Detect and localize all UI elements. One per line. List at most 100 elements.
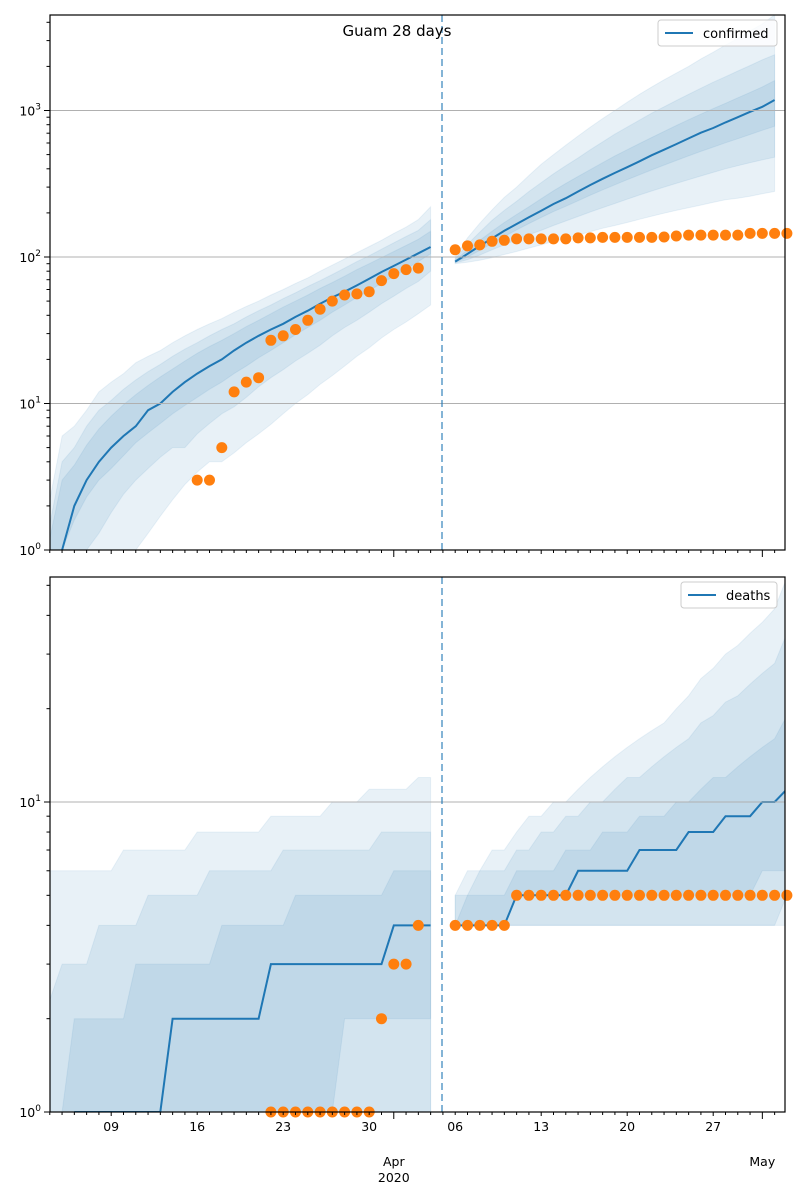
deaths-observed-point — [548, 889, 559, 901]
chart-title: Guam 28 days — [343, 22, 452, 40]
deaths-observed-point — [449, 919, 461, 931]
confirmed-observed-point — [560, 233, 572, 245]
legend-box — [657, 19, 778, 47]
confirmed-observed-point — [523, 233, 535, 245]
y-tick-label: 100 — [19, 542, 41, 558]
confirmed-observed-point — [216, 442, 228, 454]
confirmed-observed-point — [769, 227, 781, 239]
confirmed-observed-point — [339, 289, 351, 301]
confirmed-observed-point — [572, 232, 584, 244]
y-tick-label: 100 — [19, 1104, 41, 1120]
confirmed-observed-point — [535, 233, 547, 245]
y-tick-base: 10 — [19, 250, 35, 265]
confirmed-axes-frame — [49, 14, 786, 551]
confirmed-panel-overlay: Guam 28 days confirmed — [343, 19, 778, 47]
confirmed-observed-point — [290, 324, 301, 335]
confirmed-observed-point — [486, 235, 498, 247]
confirmed-observed-point — [621, 231, 633, 243]
y-tick-exponent: 0 — [35, 1104, 41, 1114]
y-tick-base: 10 — [19, 104, 35, 119]
confirmed-observed-point — [597, 231, 609, 243]
y-tick-base: 10 — [19, 1105, 35, 1120]
deaths-axes-frame — [49, 576, 786, 1113]
x-tick-label: 23 — [275, 1119, 291, 1134]
confirmed-observed-point — [412, 262, 424, 274]
x-tick-label: 13 — [533, 1119, 549, 1134]
confirmed-band-3-segment-2 — [454, 79, 776, 264]
confirmed-observed-point — [548, 233, 559, 245]
confirmed-band-3-segment-1 — [50, 230, 432, 550]
deaths-observed-point — [597, 889, 609, 901]
confirmed-observed-point — [756, 227, 768, 239]
confirmed-observed-point — [240, 376, 252, 388]
confirmed-observed-point — [376, 275, 387, 287]
confirmed-observed-point — [400, 264, 412, 276]
legend-label: confirmed — [703, 27, 769, 42]
confirmed-observed-point — [204, 474, 215, 486]
x-tick-label: 16 — [189, 1119, 205, 1134]
deaths-observed-point — [658, 889, 670, 901]
confirmed-observed-point — [683, 229, 695, 241]
confirmed-observed-point — [781, 227, 793, 239]
confirmed-observed-point — [744, 227, 756, 239]
deaths-observed-point — [523, 889, 535, 901]
y-tick-label: 102 — [19, 249, 41, 265]
deaths-observed-point — [486, 919, 498, 931]
deaths-observed-point — [769, 889, 781, 901]
confirmed-observed-point — [326, 295, 338, 307]
confirmed-observed-point — [498, 234, 510, 246]
deaths-plot-area — [50, 580, 785, 1112]
confirmed-median-line-segment-2 — [454, 99, 776, 263]
confirmed-observed-point — [584, 232, 596, 244]
confirmed-observed-point — [449, 244, 461, 256]
deaths-observed-point — [744, 889, 756, 901]
deaths-band-1-segment-1 — [50, 777, 432, 1112]
deaths-band-2-segment-1 — [50, 831, 432, 1112]
confirmed-observed-point — [732, 229, 744, 241]
y-tick-base: 10 — [19, 795, 35, 810]
deaths-observed-point — [720, 889, 731, 901]
confirmed-observed-point — [670, 230, 682, 242]
deaths-band-1-segment-2 — [454, 580, 785, 926]
deaths-observed-point — [707, 889, 719, 901]
y-tick-base: 10 — [19, 397, 35, 412]
legend-deaths: deaths — [680, 581, 778, 609]
deaths-observed-point — [412, 919, 424, 931]
confirmed-observed-point — [511, 233, 523, 245]
confirmed-observed-point — [277, 330, 289, 342]
y-tick-exponent: 2 — [35, 249, 41, 259]
confirmed-observed-point — [253, 372, 265, 384]
confirmed-observed-point — [191, 474, 203, 486]
deaths-observed-point — [462, 919, 473, 931]
deaths-observed-point — [572, 889, 584, 901]
deaths-observed-point — [634, 889, 645, 901]
deaths-observed-point — [646, 889, 658, 901]
y-tick-base: 10 — [19, 543, 35, 558]
x-tick-label: 20 — [619, 1119, 635, 1134]
legend-box — [680, 581, 778, 609]
x-major-tick-sublabel: 2020 — [378, 1170, 410, 1185]
confirmed-median-line-segment-1 — [61, 246, 432, 550]
deaths-observed-point — [670, 889, 682, 901]
confirmed-observed-point — [302, 314, 314, 326]
deaths-observed-point — [498, 919, 510, 931]
confirmed-band-1-segment-1 — [50, 205, 432, 550]
deaths-panel-overlay: deaths — [680, 581, 778, 609]
deaths-observed-point — [695, 889, 707, 901]
confirmed-observed-point — [609, 231, 621, 243]
y-tick-exponent: 0 — [35, 542, 41, 552]
deaths-observed-point — [535, 889, 547, 901]
x-tick-label: 27 — [705, 1119, 721, 1134]
confirmed-observed-point — [314, 303, 326, 315]
confirmed-observed-point — [265, 334, 277, 346]
confirmed-observed-point — [720, 229, 731, 241]
confirmed-observed-point — [363, 286, 375, 298]
deaths-observed-point — [376, 1013, 387, 1025]
y-tick-label: 101 — [19, 396, 41, 412]
deaths-observed-point — [732, 889, 744, 901]
y-tick-exponent: 3 — [35, 103, 41, 113]
confirmed-observed-point — [474, 239, 486, 251]
